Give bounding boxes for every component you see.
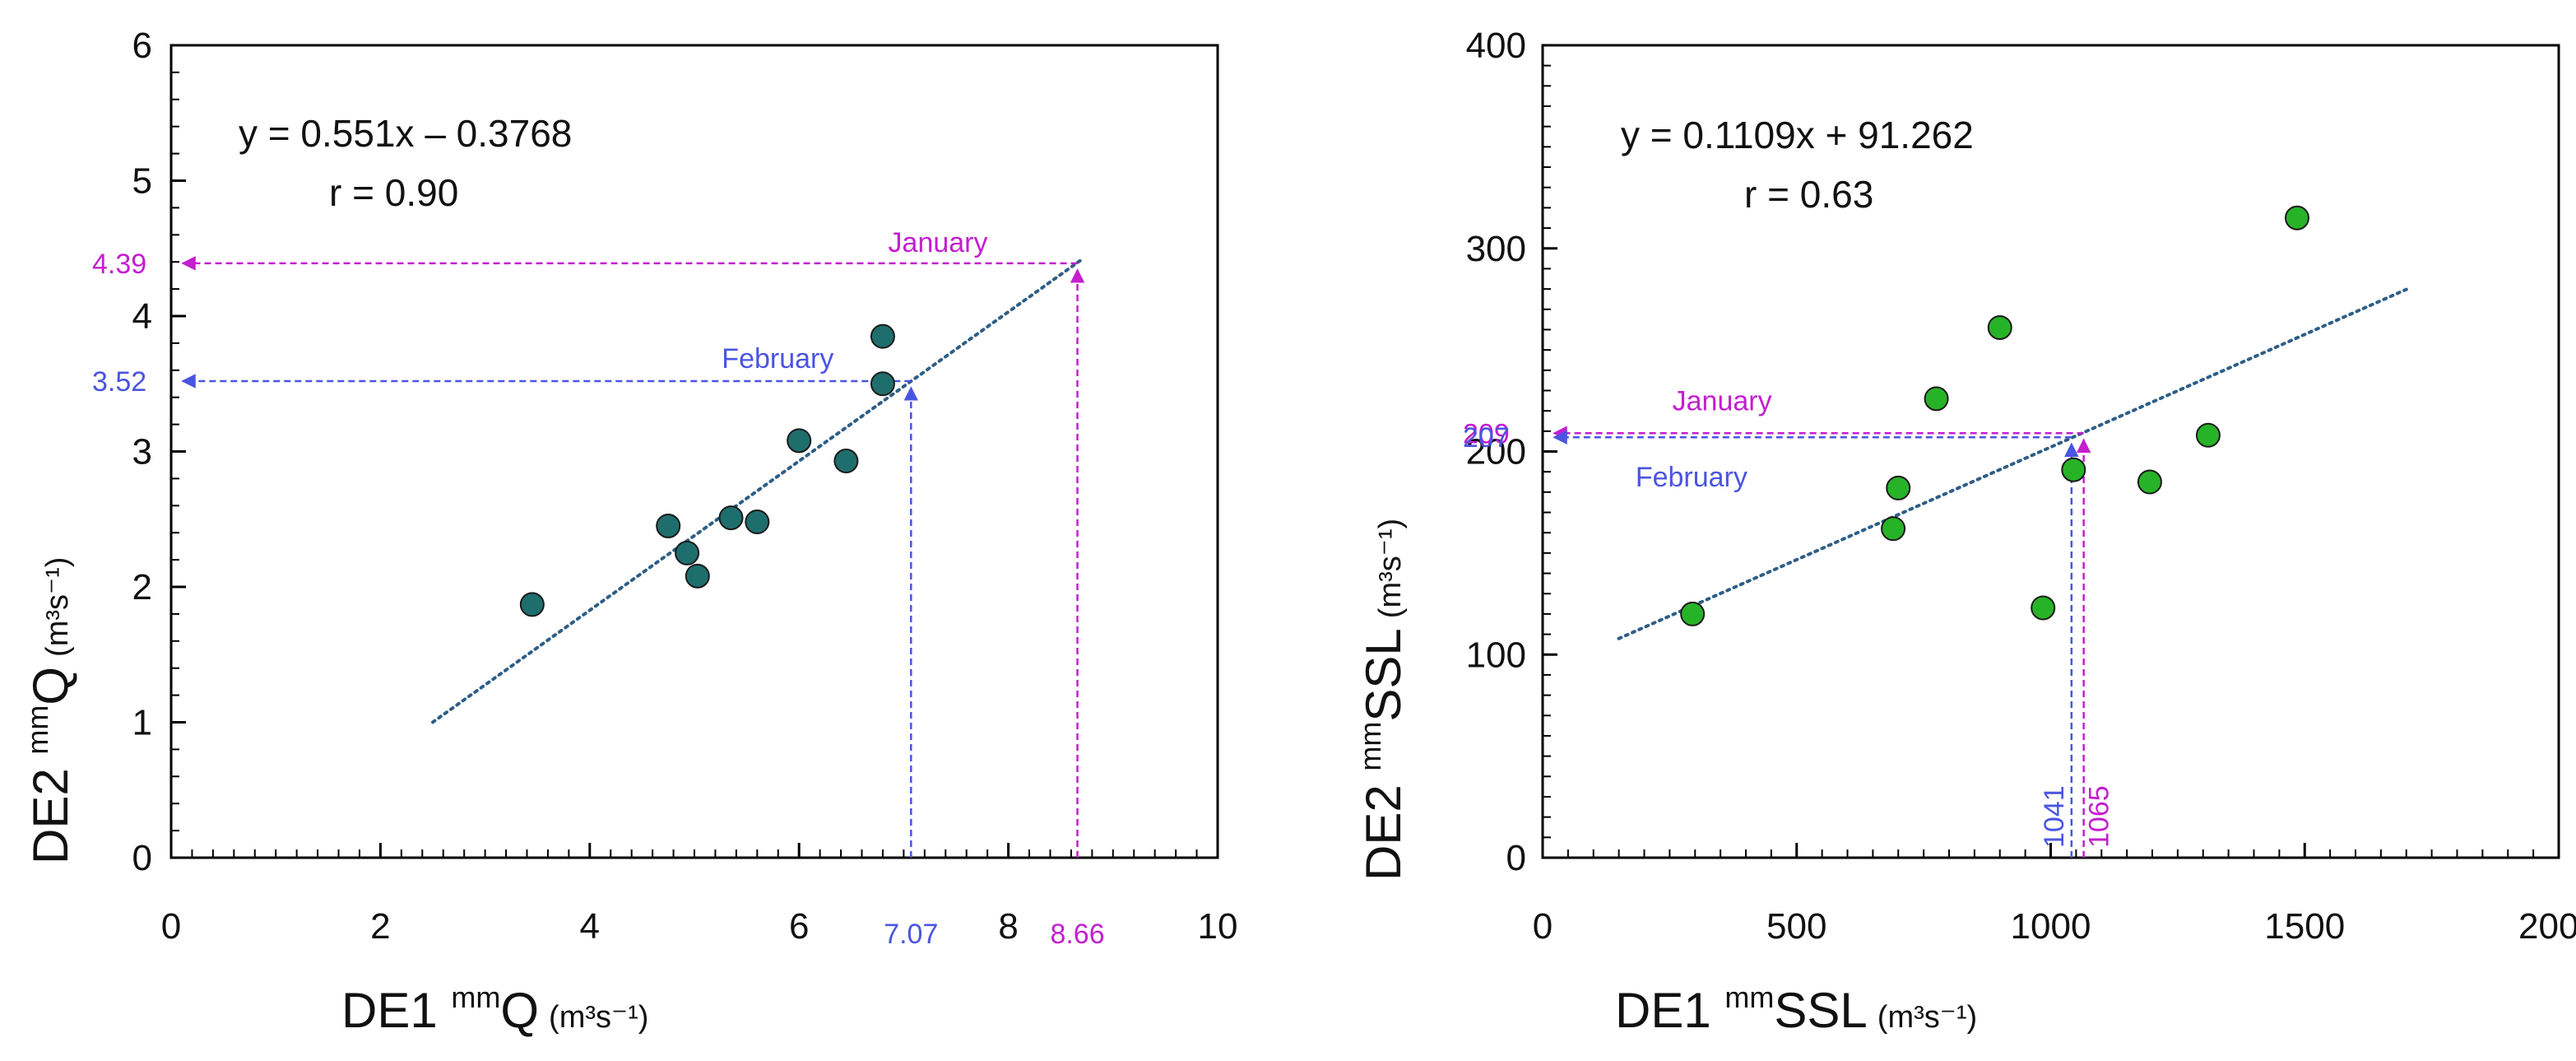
trendline — [1617, 287, 2408, 640]
x-tick-label: 4 — [580, 906, 600, 947]
y-tick-label: 1 — [132, 703, 152, 743]
x-tick-label: 10 — [1198, 906, 1238, 947]
data-point — [870, 371, 895, 397]
annotation-y-value: 209 — [1463, 418, 1510, 449]
y-axis-title: DE2 mmQ(m³s⁻¹) — [21, 557, 78, 864]
data-point — [1924, 386, 1949, 412]
y-tick-label: 0 — [1506, 838, 1526, 878]
plot-area: 0 2 4 6 8 10 0 1 2 3 4 5 6 January 4.39 8.66 February 3.5… — [92, 26, 1237, 950]
data-point — [685, 563, 710, 589]
data-point — [2031, 595, 2056, 621]
data-point — [1886, 475, 1911, 500]
y-tick-label: 2 — [132, 567, 152, 607]
y-tick-label: 300 — [1466, 229, 1526, 269]
y-tick-label: 100 — [1466, 635, 1526, 675]
x-tick-label: 6 — [789, 906, 809, 947]
x-tick-label: 500 — [1766, 906, 1826, 947]
plot-frame — [169, 44, 1219, 859]
y-tick-label: 400 — [1466, 26, 1526, 66]
annotation-x-value: 1065 — [2084, 785, 2115, 848]
annotation-month-label: February — [722, 343, 833, 375]
data-point — [787, 428, 812, 454]
annotation-month-label: February — [1636, 462, 1748, 493]
annotation-month-label: January — [1673, 385, 1772, 416]
annotation-y-value: 207 — [1463, 422, 1510, 454]
data-point — [2284, 205, 2309, 230]
data-point — [1987, 314, 2012, 340]
data-point — [1680, 601, 1706, 626]
data-point — [675, 540, 700, 565]
annotation-x-value: 7.07 — [884, 919, 938, 950]
y-tick-label: 200 — [1466, 432, 1526, 472]
annotation-x-value: 1041 — [2039, 785, 2070, 848]
annotation-y-value: 4.39 — [92, 249, 146, 280]
y-tick-label: 3 — [132, 432, 152, 472]
y-tick-label: 0 — [132, 838, 152, 878]
y-tick-label: 4 — [132, 296, 152, 337]
x-tick-label: 1500 — [2264, 906, 2345, 947]
correlation-coefficient: r = 0.63 — [1744, 173, 1873, 216]
data-point — [870, 323, 895, 349]
x-tick-label: 8 — [998, 906, 1018, 947]
x-tick-label: 2 — [370, 906, 390, 947]
x-axis-title: DE1 mmQ (m³s⁻¹) — [341, 980, 648, 1038]
x-tick-label: 1000 — [2011, 906, 2091, 947]
data-point — [2061, 457, 2086, 482]
annotation-y-value: 3.52 — [92, 366, 146, 398]
x-tick-label: 0 — [1533, 906, 1553, 947]
data-point — [1881, 516, 1906, 542]
data-point — [718, 505, 744, 531]
regression-equation: y = 0.1109x + 91.262 — [1621, 114, 1974, 156]
data-point — [2195, 422, 2221, 448]
chart-q-scatter: 0 2 4 6 8 10 0 1 2 3 4 5 6 January 4.39 8.66 February 3.5… — [21, 26, 1237, 1038]
x-axis-title: DE1 mmSSL (m³s⁻¹) — [1615, 980, 1977, 1038]
y-tick-label: 5 — [132, 161, 152, 202]
y-axis-title-group: DE2 mmSSL(m³s⁻¹) — [1353, 519, 1411, 881]
data-point — [833, 449, 859, 474]
data-point — [656, 513, 681, 538]
regression-equation: y = 0.551x – 0.3768 — [239, 112, 572, 155]
x-tick-label: 0 — [161, 906, 181, 947]
annotation-month-label: January — [889, 227, 988, 258]
annotation-x-value: 8.66 — [1050, 919, 1104, 950]
plot-frame — [1541, 44, 2560, 859]
y-axis-title: DE2 mmSSL(m³s⁻¹) — [1353, 519, 1411, 881]
y-tick-label: 6 — [132, 26, 152, 66]
data-point — [519, 592, 545, 617]
trendline — [431, 258, 1084, 724]
data-point — [2137, 469, 2162, 495]
y-axis-title-group: DE2 mmQ(m³s⁻¹) — [21, 557, 78, 864]
data-point — [745, 510, 770, 535]
correlation-coefficient: r = 0.90 — [329, 171, 458, 214]
